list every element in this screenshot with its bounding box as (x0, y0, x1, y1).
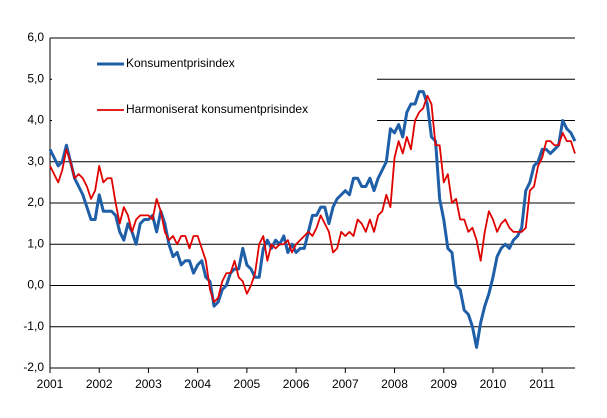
legend-background (52, 40, 377, 132)
x-tick-label: 2008 (381, 377, 408, 391)
y-tick-label: 2,0 (27, 195, 44, 209)
legend-label: Konsumentprisindex (126, 56, 235, 70)
y-tick-label: 6,0 (27, 30, 44, 44)
x-tick-label: 2004 (184, 377, 211, 391)
x-tick-label: 2003 (135, 377, 162, 391)
y-tick-label: 5,0 (27, 71, 44, 85)
series-line (48, 90, 577, 349)
y-tick-label: -2,0 (23, 360, 44, 374)
legend-label: Harmoniserat konsumentprisindex (126, 102, 308, 116)
x-tick-label: 2010 (480, 377, 507, 391)
x-tick-label: 2005 (234, 377, 261, 391)
x-tick-label: 2011 (529, 377, 555, 391)
y-tick-label: 0,0 (27, 278, 44, 292)
x-tick-label: 2006 (283, 377, 310, 391)
x-tick-label: 2007 (332, 377, 359, 391)
x-tick-label: 2001 (37, 377, 64, 391)
y-tick-label: 4,0 (27, 113, 44, 127)
x-tick-label: 2002 (86, 377, 113, 391)
series-line (49, 94, 576, 303)
y-tick-label: 1,0 (27, 236, 44, 250)
y-tick-label: 3,0 (27, 154, 44, 168)
y-tick-label: -1,0 (23, 319, 44, 333)
x-tick-label: 2009 (430, 377, 457, 391)
